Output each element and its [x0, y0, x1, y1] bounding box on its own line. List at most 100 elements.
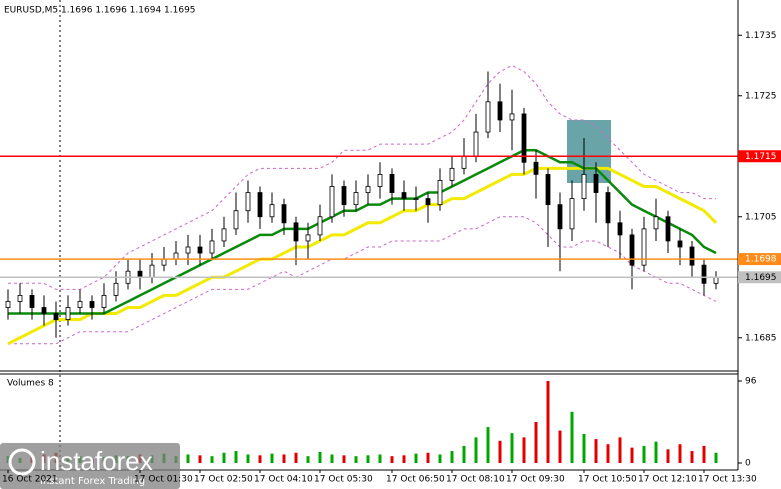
price-label: 1.1715: [745, 152, 777, 162]
volume-bar: [330, 454, 334, 463]
candle-body: [113, 282, 119, 296]
candle-body: [713, 276, 719, 284]
candle-body: [269, 204, 275, 218]
highlight-zone: [567, 120, 611, 183]
x-tick-label: 17 Oct 04:10: [254, 475, 313, 485]
volume-bar: [414, 453, 418, 463]
y-tick-label: 1.1685: [745, 333, 777, 343]
candle-body: [353, 192, 359, 206]
moving-average: [7, 166, 718, 346]
volume-bar: [246, 454, 250, 463]
candle-body: [41, 307, 47, 314]
candle-body: [89, 301, 95, 308]
candle-body: [5, 301, 11, 308]
volume-bar: [234, 451, 238, 463]
volume-bar: [474, 437, 478, 463]
candle-body: [221, 228, 227, 242]
candle-body: [533, 161, 539, 175]
price-panel: [0, 64, 738, 346]
y-tick-label: 1.1725: [745, 91, 777, 101]
watermark: instaforex Instant Forex Trading: [0, 443, 180, 489]
volume-bar: [342, 455, 346, 463]
volume-bar: [258, 455, 262, 463]
candle-body: [389, 173, 395, 193]
candle-body: [173, 252, 179, 260]
volume-bar: [618, 437, 622, 463]
price-label: 1.1698: [745, 255, 777, 265]
candle-body: [497, 101, 503, 121]
candle-body: [521, 113, 527, 163]
volume-bar: [570, 411, 574, 463]
candle-body: [185, 246, 191, 254]
volume-bar: [558, 430, 562, 463]
volume-bar: [294, 452, 298, 463]
candle-body: [29, 294, 35, 308]
candle-body: [653, 216, 659, 230]
volume-bar: [186, 454, 190, 463]
candle-body: [149, 264, 155, 278]
volume-bar: [654, 441, 658, 463]
volume-bar: [630, 447, 634, 463]
moving-average: [8, 216, 717, 345]
watermark-logo: [8, 448, 36, 476]
x-tick-label: 17 Oct 13:30: [698, 475, 757, 485]
candle-body: [53, 313, 59, 320]
candle-body: [689, 246, 695, 266]
volume-bar: [702, 445, 706, 463]
candle-body: [641, 228, 647, 266]
candle-body: [137, 270, 143, 278]
volume-bar: [546, 381, 550, 463]
candle-body: [569, 198, 575, 230]
candle-body: [341, 186, 347, 206]
candle-body: [257, 192, 263, 218]
volume-bar: [582, 433, 586, 463]
x-tick-label: 17 Oct 06:50: [386, 475, 445, 485]
volume-bar: [450, 451, 454, 463]
volume-bar: [498, 440, 502, 463]
candle-body: [545, 173, 551, 206]
volume-bar: [594, 439, 598, 463]
candle-body: [665, 216, 671, 242]
moving-average: [8, 64, 716, 290]
watermark-box: [0, 443, 180, 489]
candle-body: [581, 173, 587, 199]
volume-bar: [366, 455, 370, 463]
y-tick-label: 96: [745, 377, 757, 387]
candle-body: [281, 204, 287, 224]
volume-bar: [222, 452, 226, 463]
volume-bar: [282, 454, 286, 463]
candle-body: [401, 192, 407, 200]
volume-bar: [210, 456, 214, 463]
x-tick-label: 17 Oct 05:30: [314, 475, 373, 485]
candle-body: [449, 167, 455, 181]
candle-body: [365, 186, 371, 193]
candle-body: [305, 234, 311, 242]
candle-body: [329, 186, 335, 218]
y-tick-label: 1.1705: [745, 212, 777, 222]
volume-bar: [438, 454, 442, 463]
candle-body: [197, 246, 203, 254]
candle-body: [377, 173, 383, 187]
candle-body: [461, 155, 467, 169]
candle-body: [617, 222, 623, 236]
price-label-box: [738, 253, 781, 266]
volume-bar: [426, 452, 430, 463]
candle-body: [293, 222, 299, 242]
x-tick-label: 17 Oct 10:50: [578, 475, 637, 485]
candle-body: [65, 307, 71, 320]
volume-bar: [318, 451, 322, 463]
candle-body: [437, 180, 443, 206]
volume-bar: [666, 449, 670, 463]
candle-body: [629, 234, 635, 266]
volume-title: Volumes 8: [7, 379, 54, 389]
candle-body: [509, 113, 515, 121]
moving-average: [8, 148, 717, 315]
candle-body: [209, 240, 215, 254]
volume-bar: [390, 456, 394, 463]
volume-bar: [690, 451, 694, 463]
candle-body: [425, 198, 431, 206]
price-label-box: [738, 271, 781, 284]
volume-bar: [522, 437, 526, 463]
x-tick-label: 17 Oct 08:10: [446, 475, 505, 485]
